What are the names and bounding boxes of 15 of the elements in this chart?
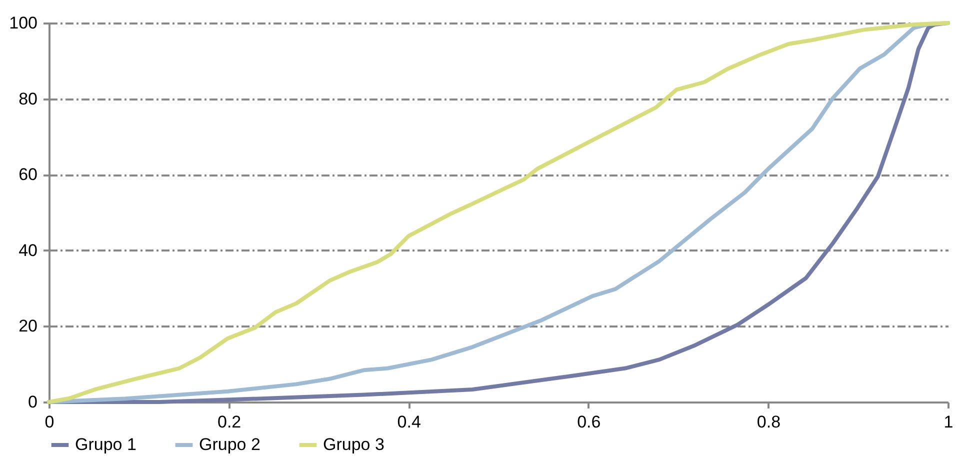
legend-label: Grupo 2 xyxy=(199,435,260,454)
y-tick-label: 0 xyxy=(28,392,38,412)
legend-label: Grupo 3 xyxy=(323,435,384,454)
y-tick-label: 20 xyxy=(18,316,38,336)
x-tick-label: 0.6 xyxy=(577,412,601,432)
y-tick-label: 60 xyxy=(18,165,38,184)
x-tick-label: 1 xyxy=(944,412,954,432)
x-tick-label: 0.4 xyxy=(397,412,421,432)
y-tick-label: 100 xyxy=(9,14,38,32)
x-tick-label: 0 xyxy=(44,412,54,432)
y-tick-label: 80 xyxy=(18,89,38,108)
x-tick-label: 0.8 xyxy=(756,412,781,432)
y-tick-label: 40 xyxy=(18,240,38,260)
x-tick-label: 0.2 xyxy=(217,412,242,432)
legend-label: Grupo 1 xyxy=(75,435,136,454)
